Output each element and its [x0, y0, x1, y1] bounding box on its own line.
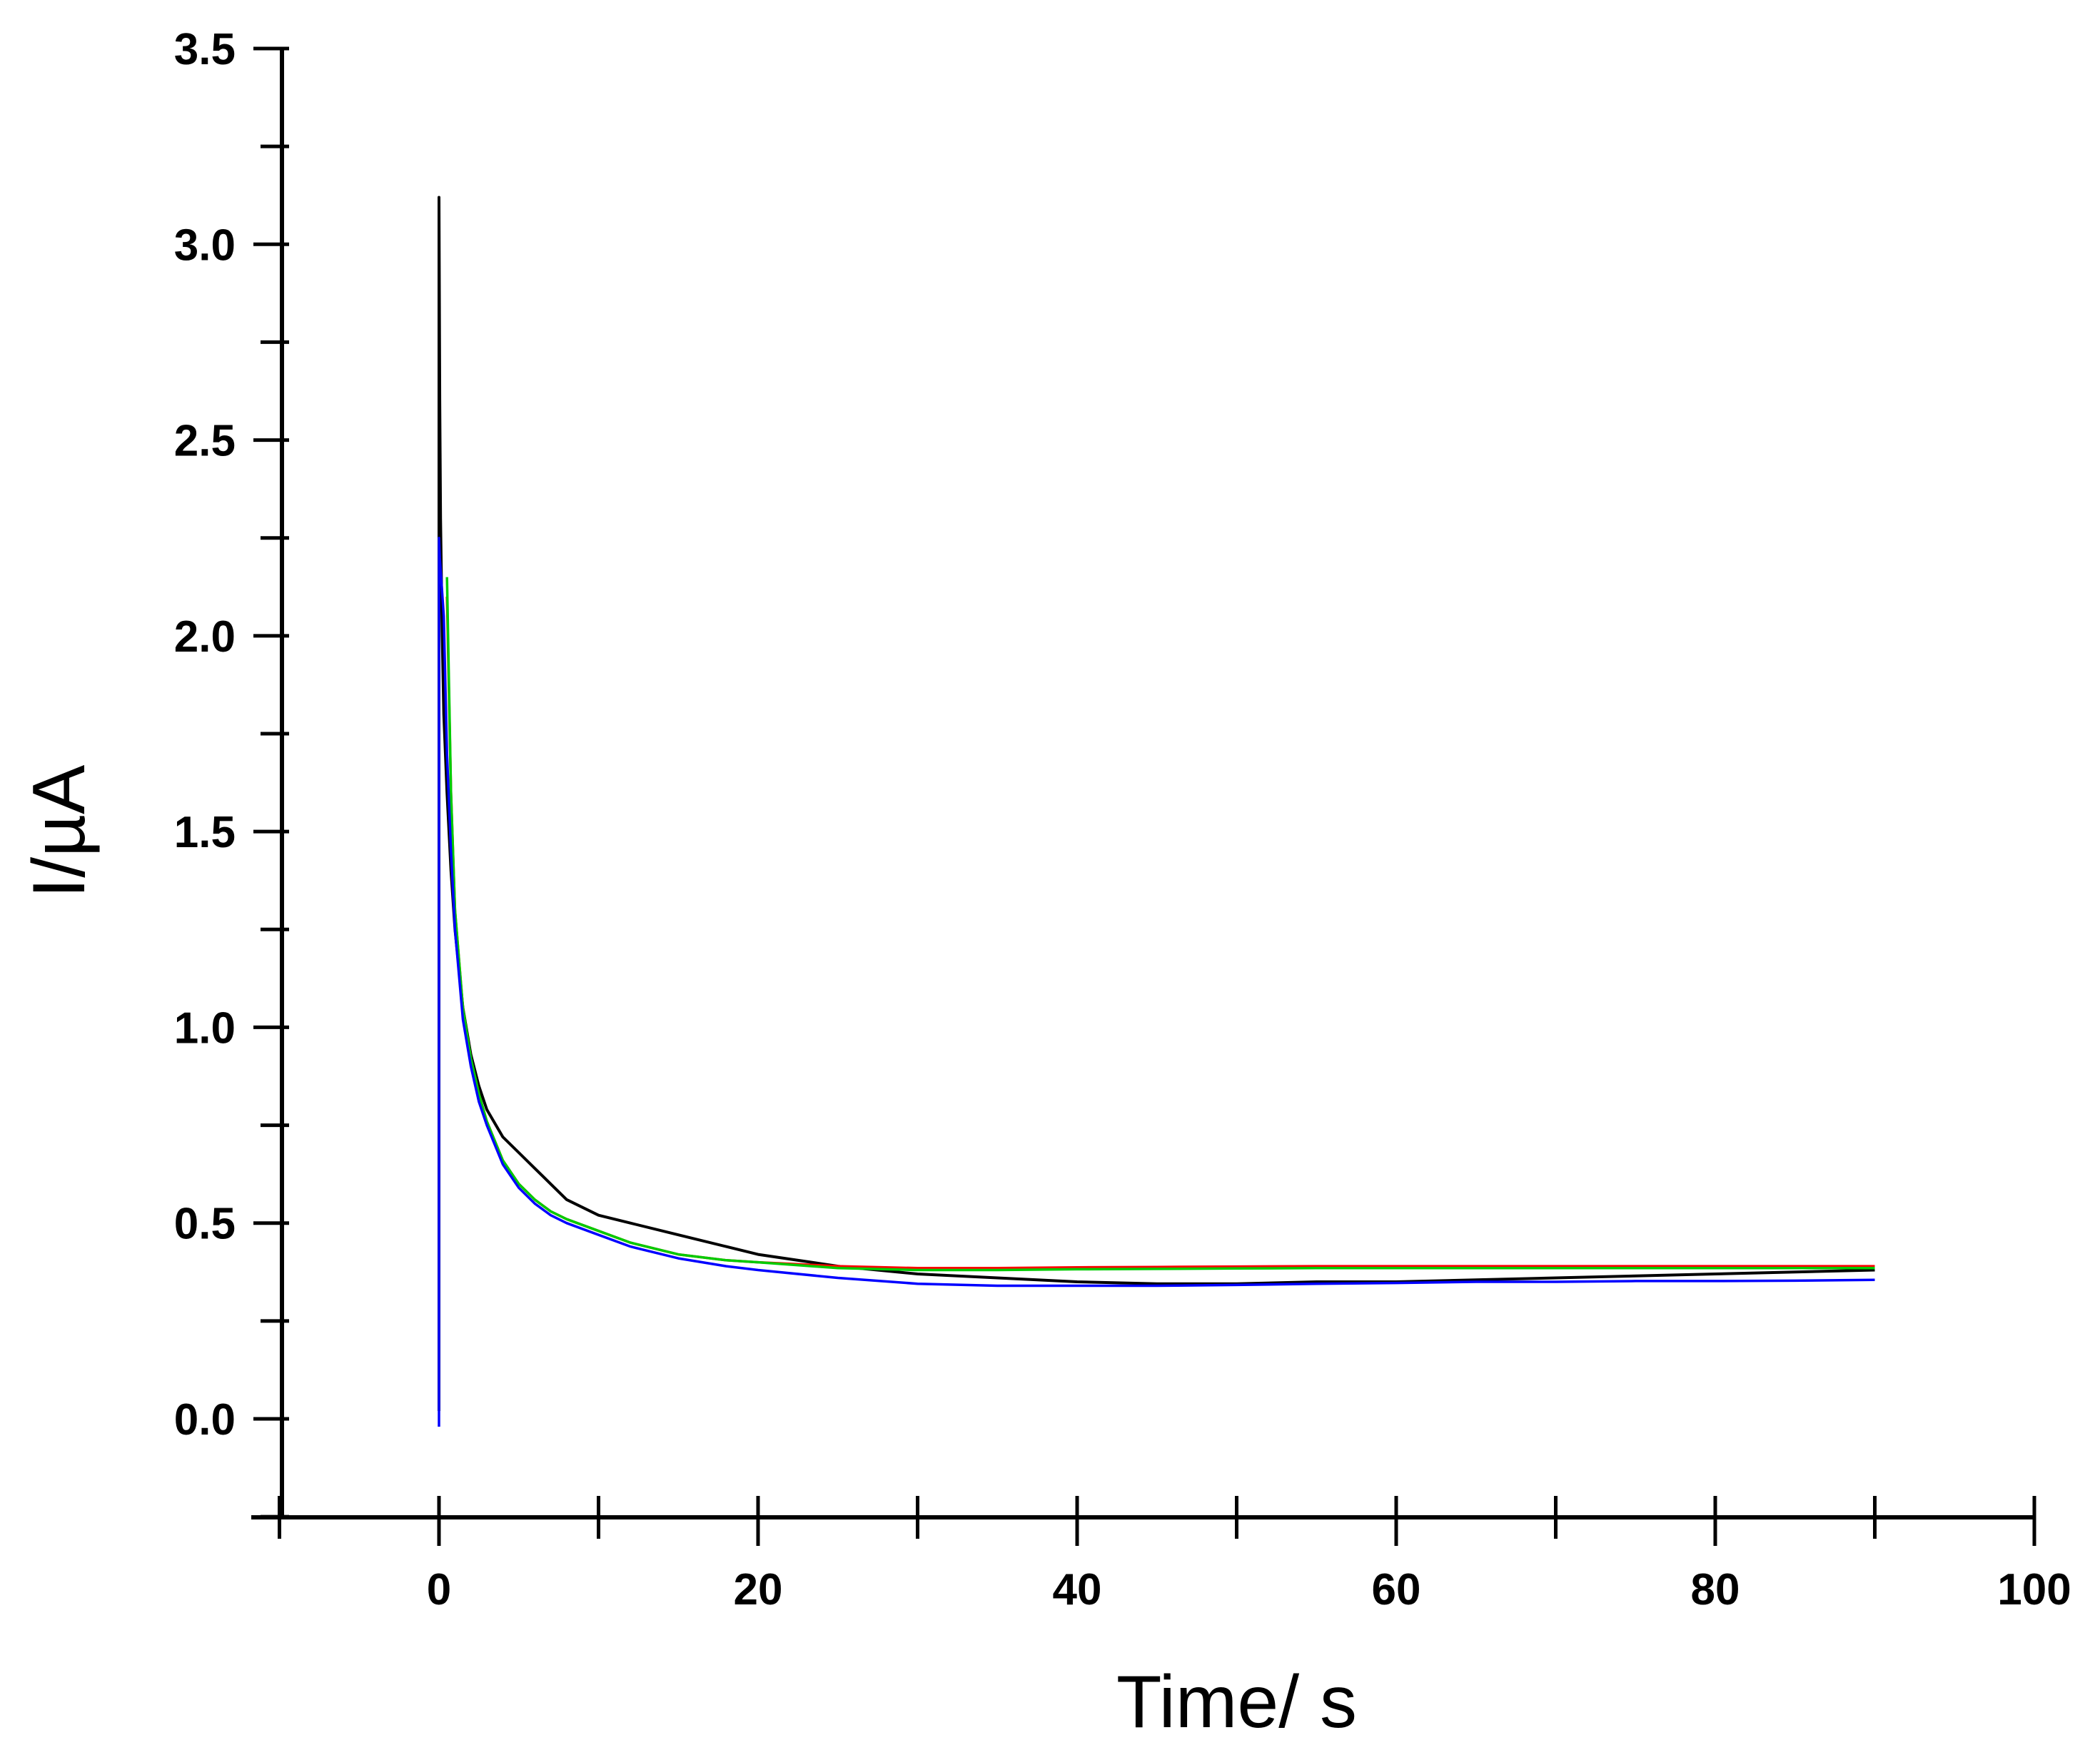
plot-area: [438, 196, 1875, 1427]
y-tick-label: 3.5: [174, 25, 236, 74]
y-tick-label: 3.0: [174, 221, 236, 270]
x-tick-label: 0: [427, 1565, 451, 1614]
y-tick-label: 0.5: [174, 1200, 236, 1249]
series-line-2: [445, 577, 1875, 1272]
x-tick-label: 40: [1053, 1565, 1102, 1614]
axes: [251, 46, 2036, 1546]
series-line-3: [438, 536, 1875, 1427]
series-line-0: [438, 196, 1875, 1411]
y-tick-label: 1.0: [174, 1003, 236, 1053]
x-tick-label: 60: [1372, 1565, 1421, 1614]
y-tick-label: 2.0: [174, 612, 236, 662]
series-line-1: [445, 596, 1875, 1270]
y-tick-label: 0.0: [174, 1395, 236, 1445]
x-tick-label: 20: [734, 1565, 783, 1614]
tick-labels: 0.0 0.5 1.0 1.5 2.0 2.5 3.0 3.5 0 20 40 60 80 100: [174, 25, 2071, 1614]
x-tick-label: 80: [1691, 1565, 1740, 1614]
y-tick-label: 1.5: [174, 808, 236, 857]
x-tick-label: 100: [1997, 1565, 2071, 1614]
y-axis-title: I/µA: [18, 764, 101, 899]
y-tick-label: 2.5: [174, 417, 236, 466]
x-axis-title: Time/ s: [1116, 1661, 1357, 1744]
